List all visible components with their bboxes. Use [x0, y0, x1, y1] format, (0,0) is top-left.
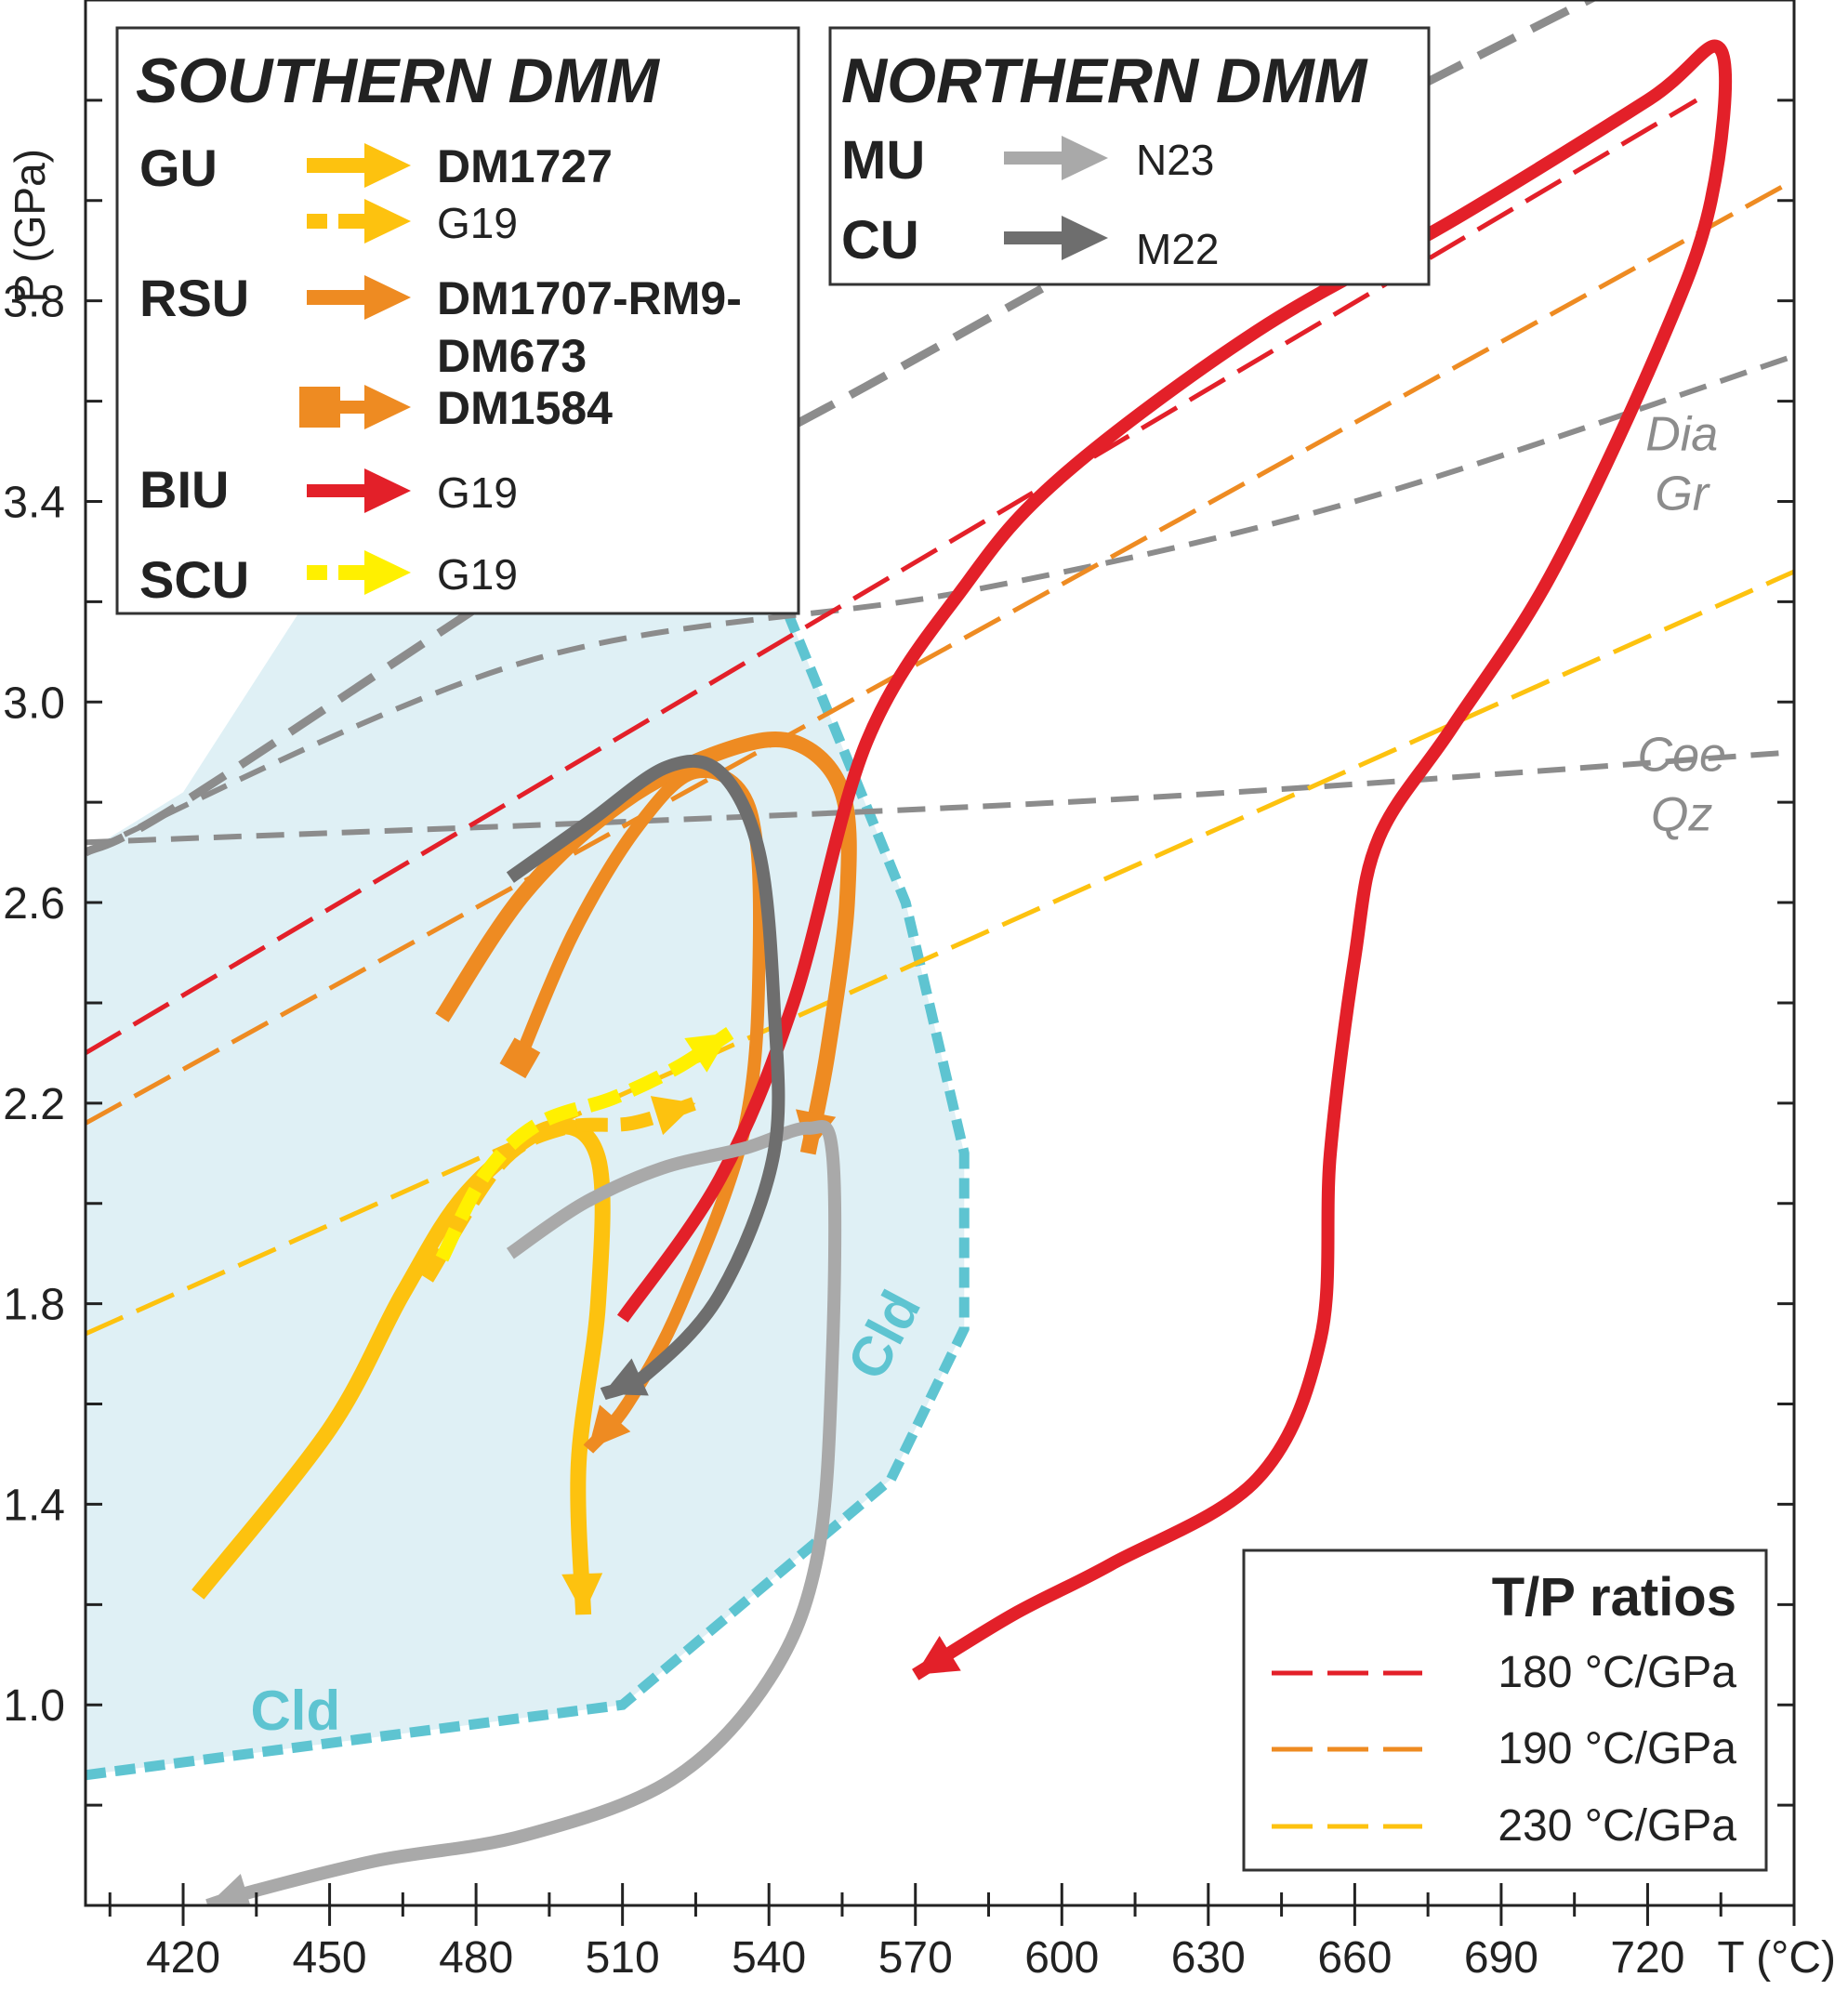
y-axis-label: P (GPa): [6, 149, 54, 302]
legend-series-label: DM1727: [437, 140, 613, 192]
path-start-marker: [499, 1037, 541, 1079]
legend-southern-heading: SOUTHERN DMM: [136, 46, 660, 116]
path-arrowhead: [602, 1358, 649, 1396]
tp-ratio-line: [86, 98, 1698, 1056]
axes: [84, 0, 1796, 1907]
legend-ratio-label: 230 °C/GPa: [1498, 1801, 1736, 1851]
x-tick-label: 450: [293, 1933, 367, 1983]
x-tick-label: 570: [878, 1933, 953, 1983]
y-axis: 1.0 1.4 1.8 2.2 2.6 3.0 3.4 3.8: [3, 0, 1794, 1907]
pt-path: [506, 754, 785, 1401]
cld-label: Cld: [250, 1680, 340, 1742]
legend-unit-label: MU: [841, 130, 925, 191]
legend-ratio-box: [1242, 1549, 1768, 1872]
pt-path: [435, 1027, 734, 1262]
legend-series-label: DM1584: [437, 382, 613, 434]
legend-northern-dmm: NORTHERN DMM MU N23 CU M22: [828, 26, 1431, 286]
reaction-label-upper: Coe: [1638, 729, 1726, 783]
legend-series-label: G19: [437, 550, 518, 599]
legend-arrowhead: [364, 385, 411, 429]
x-tick-label: 540: [732, 1933, 806, 1983]
legend-series-label: DM673: [437, 330, 587, 382]
pt-path: [435, 731, 857, 1155]
y-tick-label: 2.2: [3, 1080, 65, 1129]
legend-arrowhead: [364, 199, 411, 244]
legend-arrowhead: [1062, 216, 1108, 260]
path-arrowhead: [207, 1874, 251, 1905]
x-tick-label: 660: [1317, 1933, 1392, 1983]
legend-unit-label: CU: [841, 210, 919, 270]
legend-arrowhead: [364, 143, 411, 188]
y-tick-label: 1.0: [3, 1681, 65, 1731]
cld-field: [86, 451, 970, 1781]
path-arrowhead: [650, 1096, 696, 1136]
legend-series-label: G19: [437, 199, 518, 247]
plot-frame: [84, 0, 1796, 1907]
x-tick-label: 600: [1024, 1933, 1099, 1983]
legend-arrowhead: [364, 550, 411, 595]
pt-path: [616, 39, 1733, 1680]
y-tick-label: 1.8: [3, 1281, 65, 1330]
cld-boundary: [86, 564, 970, 1781]
legend-ratio-label: 180 °C/GPa: [1498, 1648, 1736, 1697]
y-tick-label: 2.6: [3, 879, 65, 929]
reaction-label-lower: Gr: [1655, 467, 1710, 521]
path-arrowhead: [915, 1636, 961, 1675]
y-tick-label: 3.4: [3, 478, 65, 527]
x-axis-label: T (°C): [1717, 1933, 1836, 1983]
cld-field-fill: [86, 451, 965, 1775]
tp-ratio-line: [86, 183, 1786, 1126]
legend-unit-label: SCU: [139, 550, 249, 609]
legend-arrowhead: [1062, 136, 1108, 180]
y-tick-label: 3.8: [3, 278, 65, 327]
legend-arrowhead: [364, 275, 411, 320]
y-tick-label: 1.4: [3, 1481, 65, 1530]
legend-unit-label: GU: [139, 138, 218, 197]
legend-series-label: N23: [1136, 136, 1214, 184]
legend-series-label: M22: [1136, 225, 1219, 273]
legend-ratio-heading: T/P ratios: [1492, 1567, 1736, 1628]
pt-path: [513, 765, 767, 1454]
x-axis: 420 450 480 510 540 570 600 630 660 690 720: [108, 1883, 1796, 1983]
legend-southern-dmm: SOUTHERN DMM GU DM1727 G19 RSU DM1707-RM9- DM…: [115, 26, 800, 615]
legend-southern-box: [115, 26, 800, 615]
legend-unit-label: RSU: [139, 269, 249, 327]
x-tick-label: 420: [146, 1933, 220, 1983]
legend-northern-box: [828, 26, 1431, 286]
x-tick-label: 690: [1464, 1933, 1538, 1983]
path-arrowhead: [684, 1033, 731, 1073]
x-tick-label: 480: [439, 1933, 513, 1983]
pt-paths: [191, 39, 1733, 1905]
legend-tp-ratios: T/P ratios 180 °C/GPa 190 °C/GPa 230 °C/GP…: [1242, 1549, 1768, 1872]
reaction-line: [86, 749, 1794, 846]
legend-unit-label: BIU: [139, 460, 229, 519]
pt-path: [205, 1120, 842, 1905]
legend-series-label: G19: [437, 468, 518, 517]
path-arrowhead: [561, 1573, 603, 1615]
reaction-label-lower: Qz: [1651, 788, 1712, 842]
legend-series-label: DM1707-RM9-: [437, 272, 742, 324]
tp-ratio-lines: [86, 98, 1794, 1337]
x-tick-label: 630: [1171, 1933, 1246, 1983]
reaction-label-upper: Dia: [1645, 407, 1718, 461]
legend-northern-heading: NORTHERN DMM: [841, 46, 1368, 116]
legend-ratio-label: 190 °C/GPa: [1498, 1724, 1736, 1773]
x-tick-label: 510: [586, 1933, 660, 1983]
tp-ratio-line: [86, 569, 1794, 1337]
y-tick-label: 3.0: [3, 679, 65, 728]
path-arrowhead: [587, 1404, 631, 1450]
legend-arrowhead: [364, 468, 411, 513]
x-tick-label: 720: [1610, 1933, 1684, 1983]
